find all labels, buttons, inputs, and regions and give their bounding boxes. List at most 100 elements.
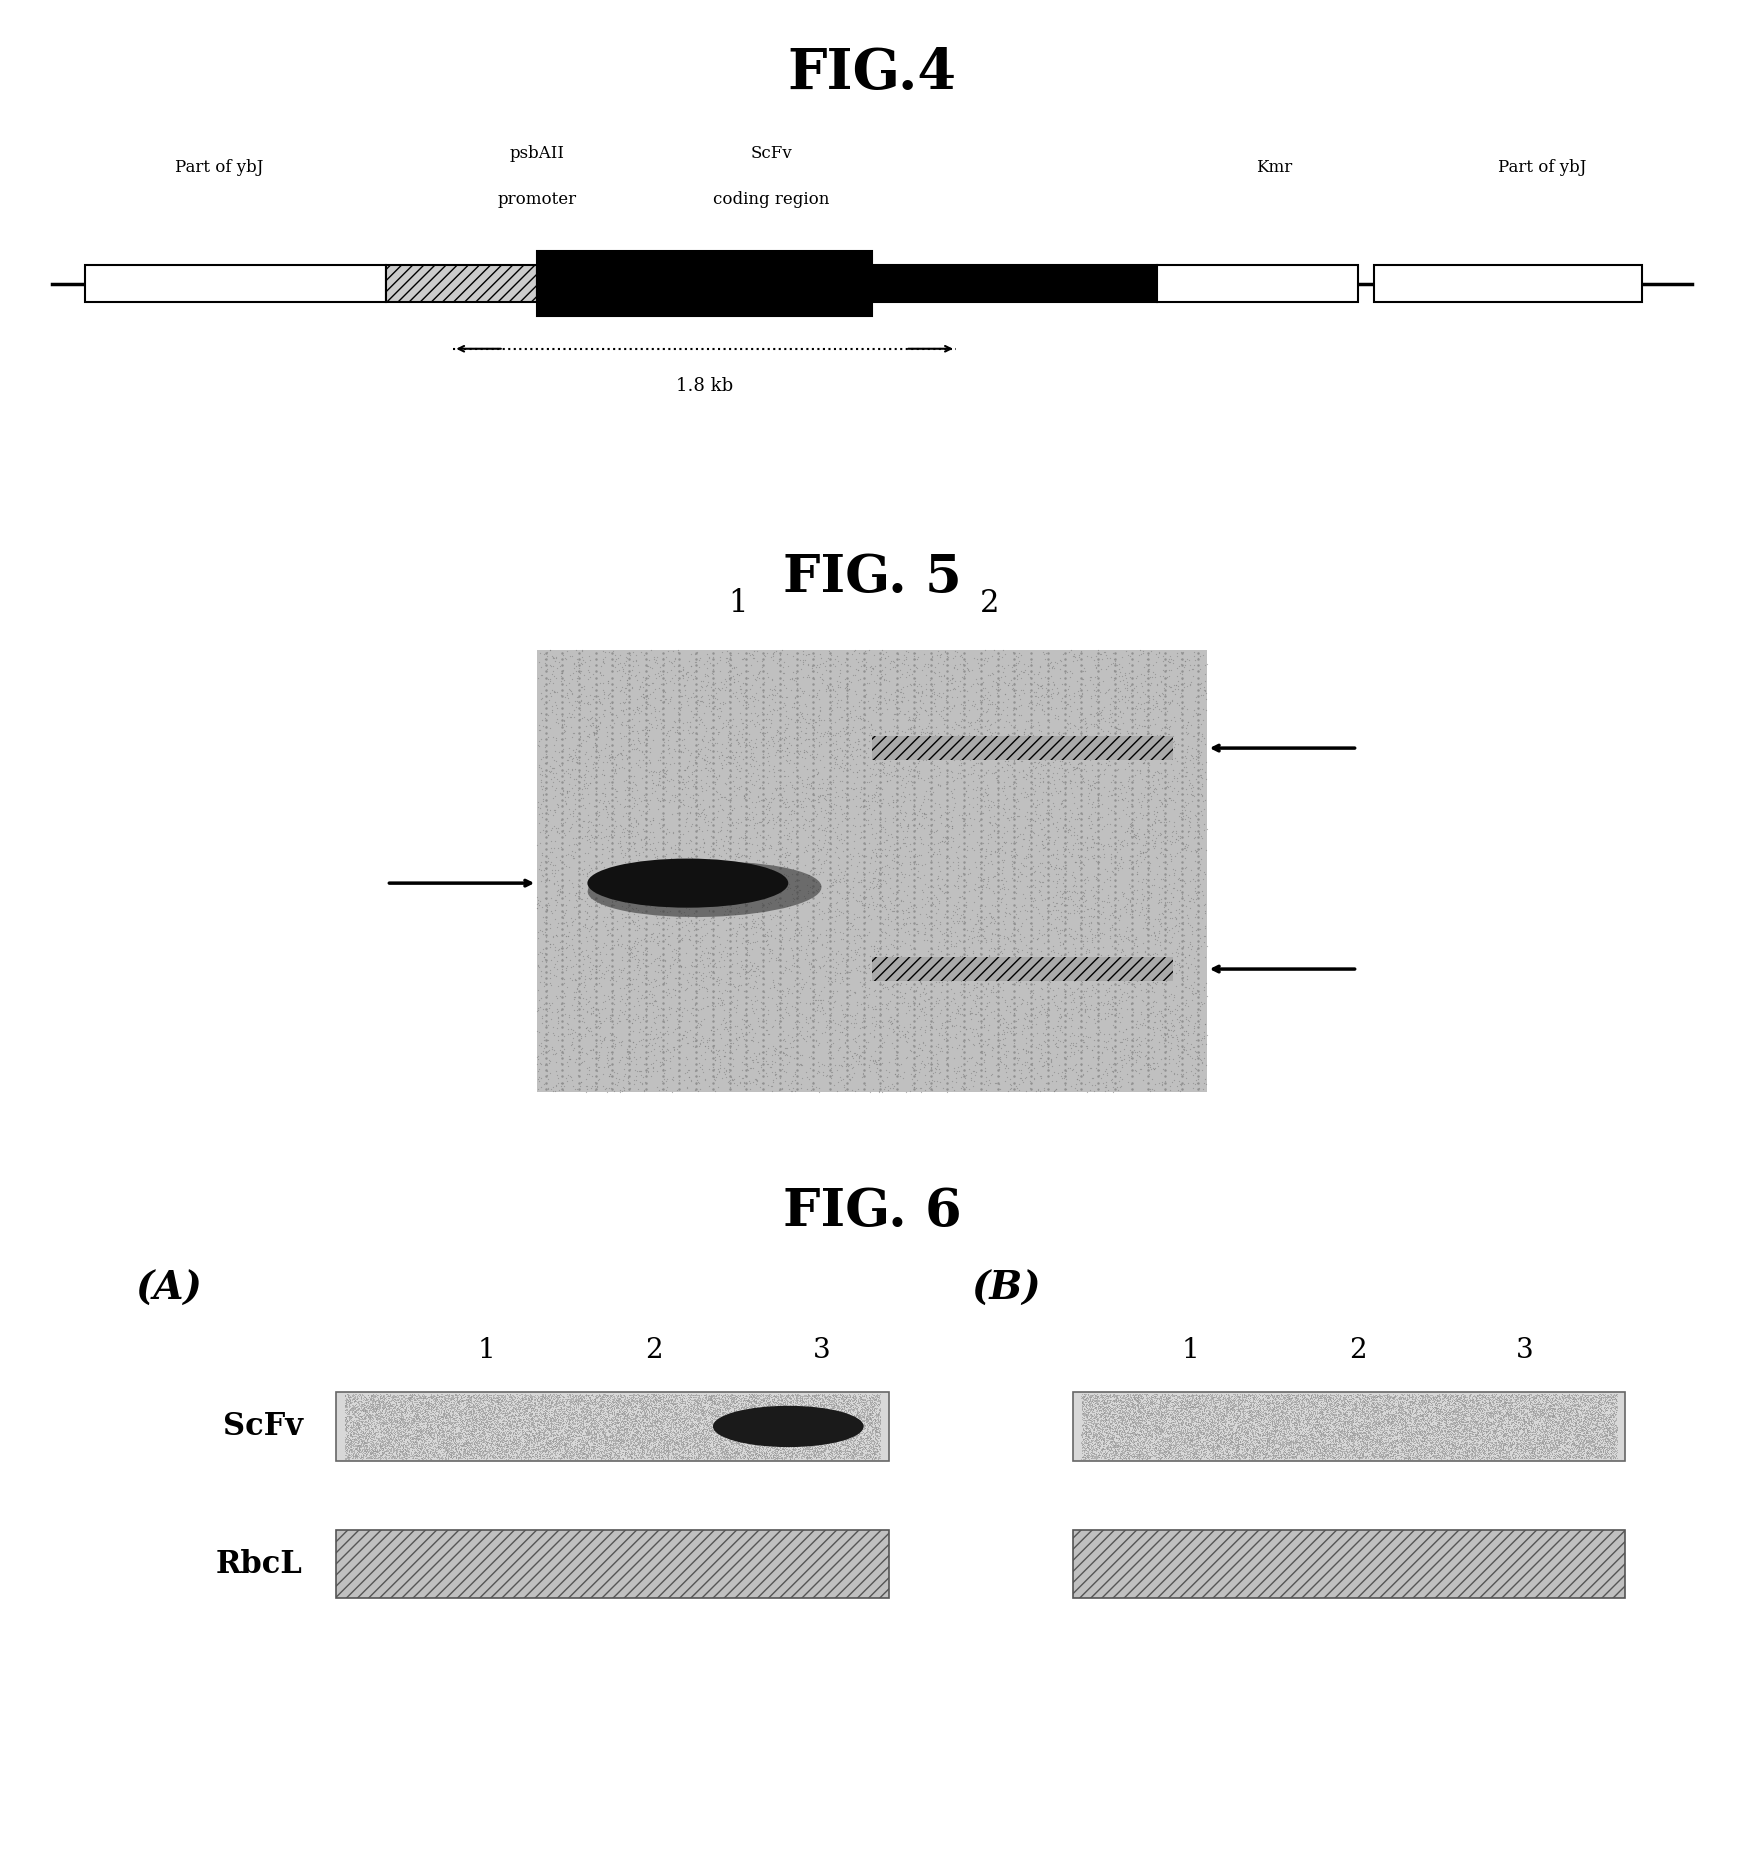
Point bbox=[413, 1404, 441, 1434]
Point bbox=[1111, 952, 1139, 982]
Point bbox=[1367, 1443, 1395, 1473]
Point bbox=[1263, 1397, 1291, 1427]
Point bbox=[1418, 1395, 1446, 1425]
Point bbox=[1442, 1382, 1470, 1412]
Point bbox=[1264, 1401, 1292, 1430]
Point bbox=[1287, 1401, 1315, 1430]
Point bbox=[509, 1386, 537, 1415]
Point bbox=[855, 950, 882, 980]
Point bbox=[1559, 1384, 1587, 1414]
Point bbox=[609, 1427, 637, 1456]
Point bbox=[732, 1410, 760, 1440]
Point bbox=[1547, 1443, 1575, 1473]
Point bbox=[1287, 1414, 1315, 1443]
Point bbox=[1273, 1419, 1301, 1449]
Point bbox=[985, 839, 1013, 869]
Point bbox=[1123, 1410, 1151, 1440]
Point bbox=[1160, 1419, 1188, 1449]
Point bbox=[1320, 1430, 1348, 1460]
Point bbox=[488, 1427, 516, 1456]
Point bbox=[823, 1436, 851, 1466]
Point bbox=[856, 1401, 884, 1430]
Point bbox=[766, 731, 794, 761]
Point bbox=[1458, 1401, 1486, 1430]
Point bbox=[1025, 962, 1053, 991]
Point bbox=[1352, 1389, 1380, 1419]
Point bbox=[630, 1408, 657, 1438]
Point bbox=[600, 1406, 628, 1436]
Point bbox=[560, 1425, 588, 1455]
Point bbox=[1423, 1380, 1451, 1410]
Point bbox=[528, 945, 556, 975]
Point bbox=[1182, 1421, 1210, 1451]
Point bbox=[1284, 1384, 1311, 1414]
Point bbox=[696, 1428, 724, 1458]
Point bbox=[1273, 1393, 1301, 1423]
Point bbox=[616, 1414, 644, 1443]
Point bbox=[593, 1389, 621, 1419]
Point bbox=[1568, 1406, 1596, 1436]
Point bbox=[1088, 815, 1116, 844]
Point bbox=[1454, 1436, 1482, 1466]
Point bbox=[1596, 1408, 1624, 1438]
Point bbox=[846, 1440, 874, 1469]
Point bbox=[1184, 1389, 1212, 1419]
Point bbox=[1467, 1430, 1495, 1460]
Point bbox=[605, 1412, 633, 1442]
Point bbox=[546, 1393, 574, 1423]
Point bbox=[1175, 1384, 1203, 1414]
Point bbox=[373, 1389, 401, 1419]
Point bbox=[546, 1389, 574, 1419]
Point bbox=[405, 1430, 433, 1460]
Point bbox=[1085, 1412, 1113, 1442]
Point bbox=[502, 1417, 530, 1447]
Point bbox=[1526, 1401, 1554, 1430]
Point bbox=[459, 1442, 487, 1471]
Point bbox=[684, 1395, 712, 1425]
Point bbox=[1395, 1401, 1423, 1430]
Point bbox=[642, 1402, 670, 1432]
Point bbox=[387, 1391, 415, 1421]
Point bbox=[628, 1389, 656, 1419]
Point bbox=[1512, 1391, 1540, 1421]
Point bbox=[1216, 1391, 1243, 1421]
Point bbox=[858, 779, 886, 809]
Point bbox=[1287, 1421, 1315, 1451]
Point bbox=[1589, 1399, 1617, 1428]
Point bbox=[1256, 1430, 1284, 1460]
Point bbox=[722, 1436, 750, 1466]
Point bbox=[1189, 1073, 1217, 1103]
Point bbox=[1407, 1388, 1435, 1417]
Point bbox=[631, 1014, 659, 1043]
Point bbox=[1428, 1384, 1456, 1414]
Point bbox=[832, 671, 860, 701]
Point bbox=[361, 1401, 389, 1430]
Point bbox=[1135, 1442, 1163, 1471]
Point bbox=[344, 1388, 371, 1417]
Point bbox=[527, 1440, 555, 1469]
Point bbox=[677, 660, 705, 690]
Point bbox=[1531, 1404, 1559, 1434]
Point bbox=[527, 1417, 555, 1447]
Point bbox=[1488, 1399, 1516, 1428]
Point bbox=[497, 1425, 525, 1455]
Point bbox=[893, 1027, 921, 1056]
Point bbox=[978, 658, 1006, 688]
Point bbox=[546, 751, 574, 781]
Point bbox=[1291, 1412, 1318, 1442]
Point bbox=[1393, 1380, 1421, 1410]
Point bbox=[1345, 1414, 1373, 1443]
Point bbox=[560, 1417, 588, 1447]
Point bbox=[1128, 1412, 1156, 1442]
Point bbox=[835, 1421, 863, 1451]
Point bbox=[582, 865, 610, 895]
Point bbox=[1022, 830, 1050, 859]
Point bbox=[642, 1397, 670, 1427]
Point bbox=[429, 1408, 457, 1438]
Point bbox=[1135, 811, 1163, 841]
Point bbox=[1540, 1410, 1568, 1440]
Point bbox=[853, 1421, 881, 1451]
Point bbox=[1167, 984, 1195, 1014]
Point bbox=[1407, 1402, 1435, 1432]
Point bbox=[1233, 1380, 1261, 1410]
